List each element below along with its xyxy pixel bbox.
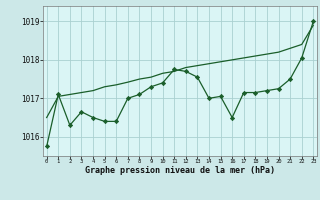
X-axis label: Graphe pression niveau de la mer (hPa): Graphe pression niveau de la mer (hPa) — [85, 166, 275, 175]
